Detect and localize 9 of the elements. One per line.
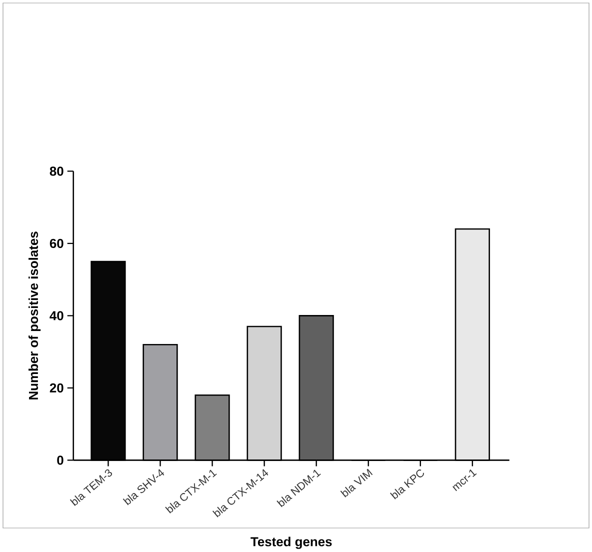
y-tick-label: 0 (57, 455, 64, 465)
y-axis-title: Number of positive isolates (28, 232, 41, 400)
x-tick-label: bla KPC (390, 469, 424, 500)
x-tick-label: bla VIM (340, 468, 373, 498)
y-tick-label: 20 (50, 383, 64, 392)
y-tick-label: 60 (50, 238, 64, 248)
x-axis-title: Tested genes (250, 536, 332, 549)
y-tick-label: 40 (50, 310, 64, 320)
y-tick-label: 80 (50, 166, 64, 176)
